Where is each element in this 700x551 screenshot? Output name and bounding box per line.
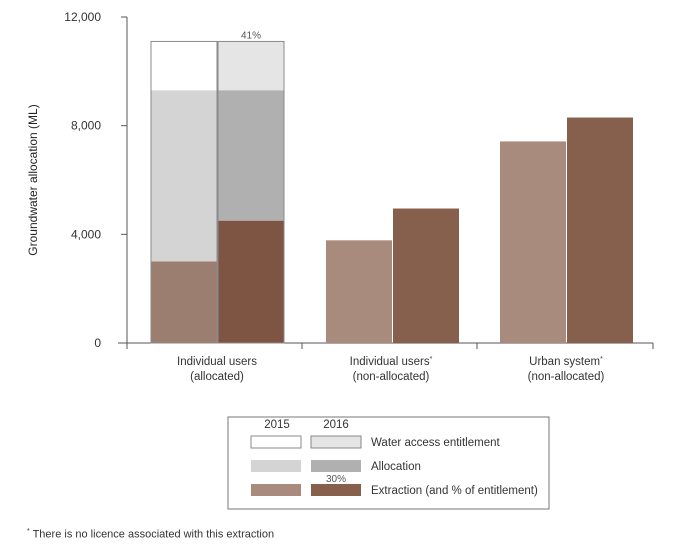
- footnote-text: There is no licence associated with this…: [29, 528, 275, 541]
- legend-example-pct: 30%: [326, 474, 346, 485]
- y-tick-label: 4,000: [71, 227, 101, 241]
- category-label-line1: Individual users*: [350, 356, 433, 368]
- bar-extraction-2016: [218, 220, 284, 343]
- bar-extraction-2016: [567, 117, 633, 344]
- bar-allocation-2016: [218, 90, 284, 221]
- category-label-line2: (non-allocated): [353, 371, 430, 383]
- category-label-line1: Urban system*: [529, 356, 603, 368]
- bar-extraction-2015: [500, 141, 566, 343]
- bar-allocation-2015: [151, 90, 217, 262]
- category-label-line2: (non-allocated): [528, 371, 605, 383]
- y-axis-title: Groundwater allocation (ML): [26, 104, 40, 255]
- bar-pct-label: 41%: [241, 30, 261, 41]
- legend-year-2015: 2015: [264, 419, 290, 431]
- legend-swatch-2015: [251, 484, 301, 496]
- category-star: *: [430, 356, 433, 363]
- bar-entitlement-2016: [218, 41, 284, 91]
- y-tick-label: 8,000: [71, 119, 101, 133]
- category-star: *: [600, 356, 603, 363]
- bar-extraction-2015: [151, 261, 217, 343]
- legend-label: Extraction (and % of entitlement): [371, 485, 538, 497]
- legend-label: Allocation: [371, 461, 421, 473]
- bar-entitlement-outline-2016: [217, 40, 285, 344]
- legend-label: Water access entitlement: [371, 437, 500, 449]
- y-tick-label: 0: [94, 336, 101, 350]
- bar-entitlement-2015: [151, 41, 217, 91]
- category-label-line1: Individual users: [177, 356, 257, 368]
- legend-swatch-2015: [251, 460, 301, 472]
- bar-extraction-2015: [326, 240, 392, 343]
- bar-entitlement-outline-2015: [150, 40, 218, 344]
- legend-year-2016: 2016: [323, 419, 349, 431]
- legend-swatch-2015: [250, 435, 302, 449]
- category-label-line2: (allocated): [190, 371, 244, 383]
- bar-extraction-2016: [393, 208, 459, 343]
- legend-swatch-2016: [310, 435, 362, 449]
- chart: 0 4,000 8,000 12,000 Groundwater allocation …: [26, 10, 654, 510]
- y-tick-label: 12,000: [64, 10, 101, 24]
- legend-swatch-2016: [311, 460, 361, 472]
- legend-swatch-2016: [311, 484, 361, 496]
- footnote-star: *: [27, 528, 30, 535]
- footnote: * There is no licence associated with th…: [27, 528, 274, 541]
